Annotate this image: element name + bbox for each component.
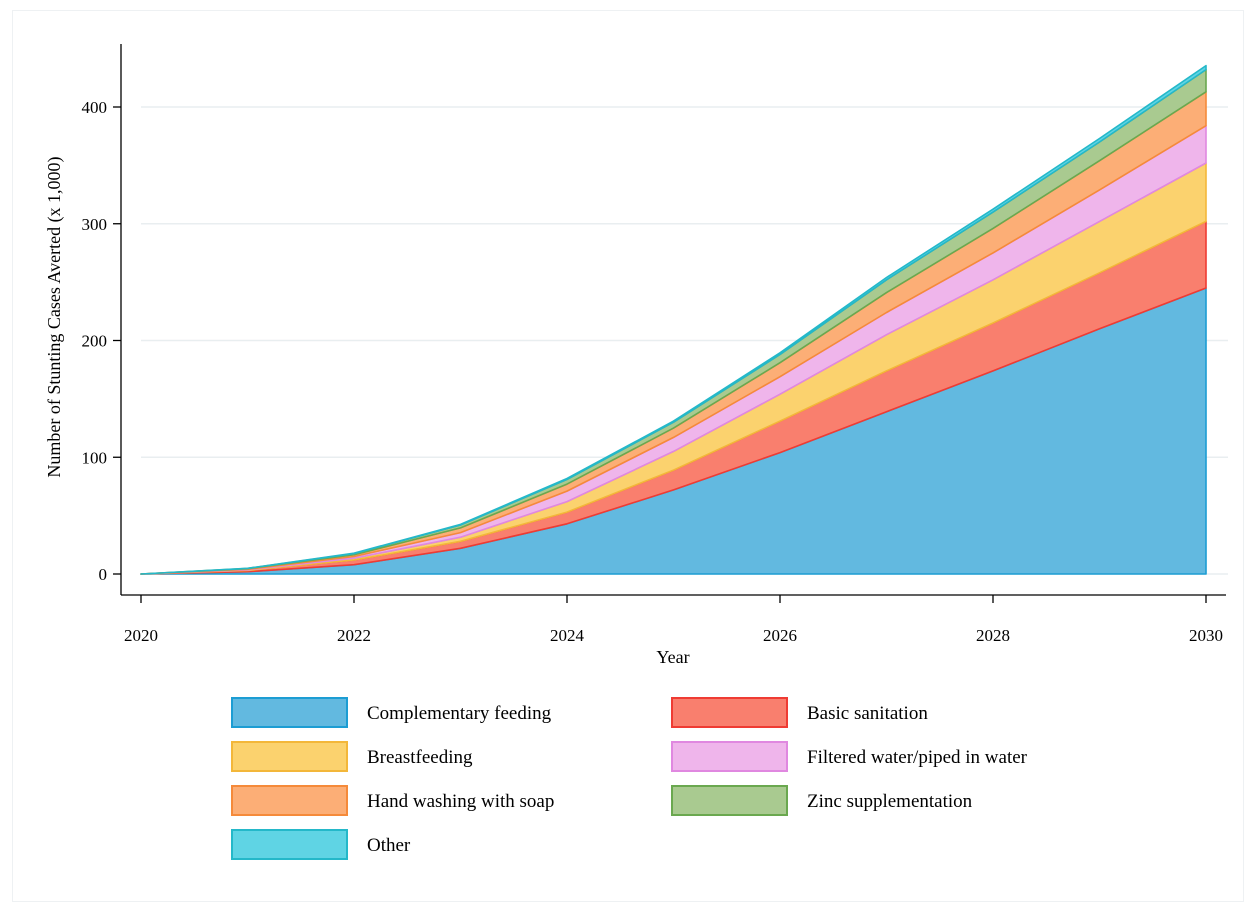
- legend: Complementary feeding Basic sanitation Bre…: [231, 697, 1028, 860]
- legend-swatch-zinc-supplementation: [671, 785, 788, 816]
- y-tick-label-400: 400: [82, 98, 108, 117]
- chart-frame: 0 100 200 300 400 2020 2022 2024 2026 2028 2030 Nu…: [12, 10, 1244, 902]
- x-axis-title: Year: [656, 647, 689, 667]
- legend-swatch-complementary-feeding: [231, 697, 348, 728]
- legend-label-basic-sanitation: Basic sanitation: [807, 703, 928, 724]
- x-tick-label-2022: 2022: [337, 626, 371, 645]
- legend-label-other: Other: [367, 835, 411, 856]
- legend-swatch-other: [231, 829, 348, 860]
- legend-swatch-breastfeeding: [231, 741, 348, 772]
- y-tick-label-0: 0: [99, 565, 108, 584]
- legend-label-zinc-supplementation: Zinc supplementation: [807, 791, 973, 812]
- legend-label-breastfeeding: Breastfeeding: [367, 747, 473, 768]
- area-other: [140, 64, 1207, 575]
- x-tick-label-2028: 2028: [976, 626, 1010, 645]
- y-tick-label-200: 200: [82, 332, 108, 351]
- x-tick-label-2026: 2026: [763, 626, 797, 645]
- legend-swatch-filtered-water-piped-in-water: [671, 741, 788, 772]
- x-tick-label-2024: 2024: [550, 626, 585, 645]
- x-tick-label-2030: 2030: [1189, 626, 1223, 645]
- legend-label-hand-washing-with-soap: Hand washing with soap: [367, 791, 554, 812]
- y-axis-title: Number of Stunting Cases Averted (x 1,00…: [44, 156, 65, 477]
- legend-swatch-basic-sanitation: [671, 697, 788, 728]
- stacked-area-chart: 0 100 200 300 400 2020 2022 2024 2026 2028 2030 Nu…: [44, 44, 1228, 860]
- legend-label-complementary-feeding: Complementary feeding: [367, 703, 552, 724]
- y-tick-label-100: 100: [82, 448, 108, 467]
- legend-swatch-hand-washing-with-soap: [231, 785, 348, 816]
- x-tick-label-2020: 2020: [124, 626, 158, 645]
- axes: 0 100 200 300 400 2020 2022 2024 2026 2028 2030: [82, 44, 1226, 645]
- area-series-group: [140, 64, 1207, 575]
- y-tick-label-300: 300: [82, 215, 108, 234]
- legend-label-filtered-water-piped-in-water: Filtered water/piped in water: [807, 747, 1028, 768]
